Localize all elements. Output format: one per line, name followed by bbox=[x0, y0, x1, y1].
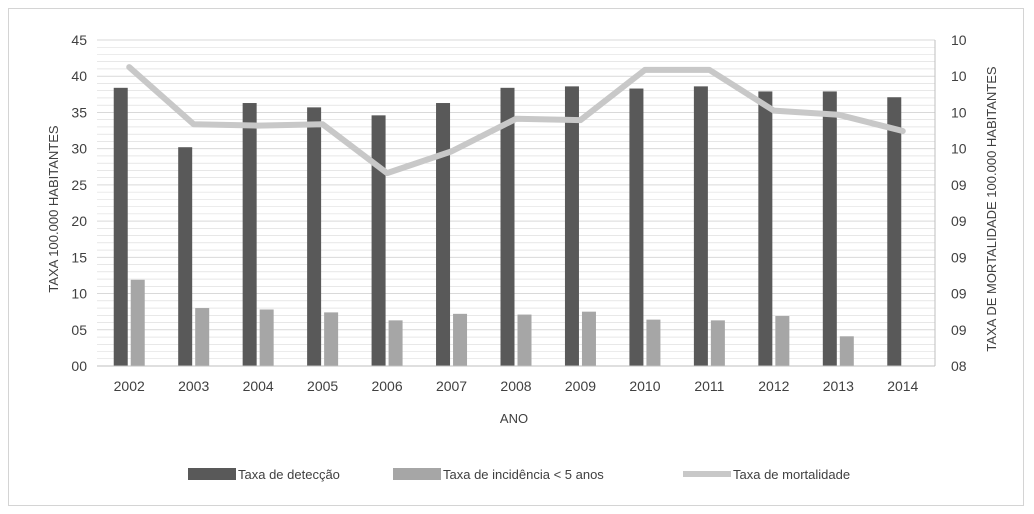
axes-group: 00 05 10 15 20 25 30 35 40 45 08 09 09 09 09 09 10 10 10 10… bbox=[71, 32, 966, 394]
bar-incidencia bbox=[195, 308, 210, 366]
y-left-tick-label: 15 bbox=[71, 249, 87, 265]
bar-deteccao bbox=[436, 103, 451, 366]
y-axis-right-title: TAXA DE MORTALIDADE 100.000 HABITANTES bbox=[984, 66, 999, 351]
legend-label: Taxa de incidência < 5 anos bbox=[443, 467, 604, 482]
bar-deteccao bbox=[629, 88, 644, 366]
x-tick-label: 2004 bbox=[243, 378, 274, 394]
bar-incidencia bbox=[581, 311, 596, 366]
x-tick-label: 2008 bbox=[500, 378, 531, 394]
x-tick-label: 2011 bbox=[694, 378, 724, 394]
legend-label: Taxa de detecção bbox=[238, 467, 340, 482]
bar-deteccao bbox=[113, 87, 128, 367]
bar-deteccao bbox=[693, 86, 708, 366]
x-tick-label: 2009 bbox=[565, 378, 596, 394]
x-tick-label: 2002 bbox=[114, 378, 145, 394]
x-tick-label: 2013 bbox=[823, 378, 854, 394]
y-right-tick-label: 10 bbox=[951, 32, 967, 48]
x-tick-label: 2003 bbox=[178, 378, 209, 394]
y-left-tick-label: 00 bbox=[71, 358, 87, 374]
y-axis-left-title: TAXA 100.000 HABITANTES bbox=[46, 125, 61, 292]
y-right-tick-label: 09 bbox=[951, 322, 967, 338]
line-mortalidade bbox=[126, 64, 906, 177]
legend-swatch bbox=[188, 468, 236, 480]
x-tick-label: 2010 bbox=[629, 378, 660, 394]
legend-label: Taxa de mortalidade bbox=[733, 467, 850, 482]
bar-incidencia bbox=[646, 319, 661, 366]
y-left-tick-label: 35 bbox=[71, 104, 87, 120]
y-left-tick-label: 05 bbox=[71, 322, 87, 338]
bar-incidencia bbox=[259, 309, 274, 366]
y-left-tick-label: 40 bbox=[71, 68, 87, 84]
y-right-tick-label: 10 bbox=[951, 104, 967, 120]
y-right-tick-label: 10 bbox=[951, 68, 967, 84]
gridlines bbox=[97, 39, 935, 367]
y-right-tick-label: 09 bbox=[951, 249, 967, 265]
bar-deteccao bbox=[822, 91, 837, 367]
bar-deteccao bbox=[307, 107, 322, 366]
bars-group bbox=[113, 86, 902, 367]
x-axis-title: ANO bbox=[500, 411, 528, 426]
x-tick-label: 2012 bbox=[758, 378, 789, 394]
y-right-tick-label: 08 bbox=[951, 358, 967, 374]
y-left-tick-label: 10 bbox=[71, 286, 87, 302]
legend-swatch bbox=[393, 468, 441, 480]
bar-incidencia bbox=[839, 336, 854, 366]
x-tick-label: 2006 bbox=[371, 378, 402, 394]
bar-deteccao bbox=[758, 91, 773, 367]
bar-deteccao bbox=[500, 87, 515, 367]
y-right-tick-label: 10 bbox=[951, 141, 967, 157]
bar-deteccao bbox=[371, 115, 386, 366]
y-left-tick-label: 20 bbox=[71, 213, 87, 229]
bar-deteccao bbox=[564, 86, 579, 366]
y-left-tick-label: 30 bbox=[71, 141, 87, 157]
line-group bbox=[126, 64, 906, 177]
y-right-tick-label: 09 bbox=[951, 213, 967, 229]
bar-incidencia bbox=[453, 313, 468, 366]
bar-incidencia bbox=[324, 312, 339, 366]
bar-deteccao bbox=[242, 103, 257, 366]
bar-incidencia bbox=[517, 314, 532, 366]
bar-deteccao bbox=[178, 147, 193, 366]
y-left-tick-label: 45 bbox=[71, 32, 87, 48]
bar-incidencia bbox=[130, 279, 145, 366]
bar-deteccao bbox=[887, 97, 902, 366]
x-tick-label: 2014 bbox=[887, 378, 918, 394]
bar-incidencia bbox=[775, 316, 790, 366]
x-tick-label: 2005 bbox=[307, 378, 338, 394]
y-right-tick-label: 09 bbox=[951, 177, 967, 193]
y-left-tick-label: 25 bbox=[71, 177, 87, 193]
legend: Taxa de detecção Taxa de incidência < 5 a… bbox=[188, 467, 850, 482]
bar-incidencia bbox=[388, 320, 403, 366]
bar-incidencia bbox=[710, 320, 725, 366]
y-right-tick-label: 09 bbox=[951, 286, 967, 302]
x-tick-label: 2007 bbox=[436, 378, 467, 394]
